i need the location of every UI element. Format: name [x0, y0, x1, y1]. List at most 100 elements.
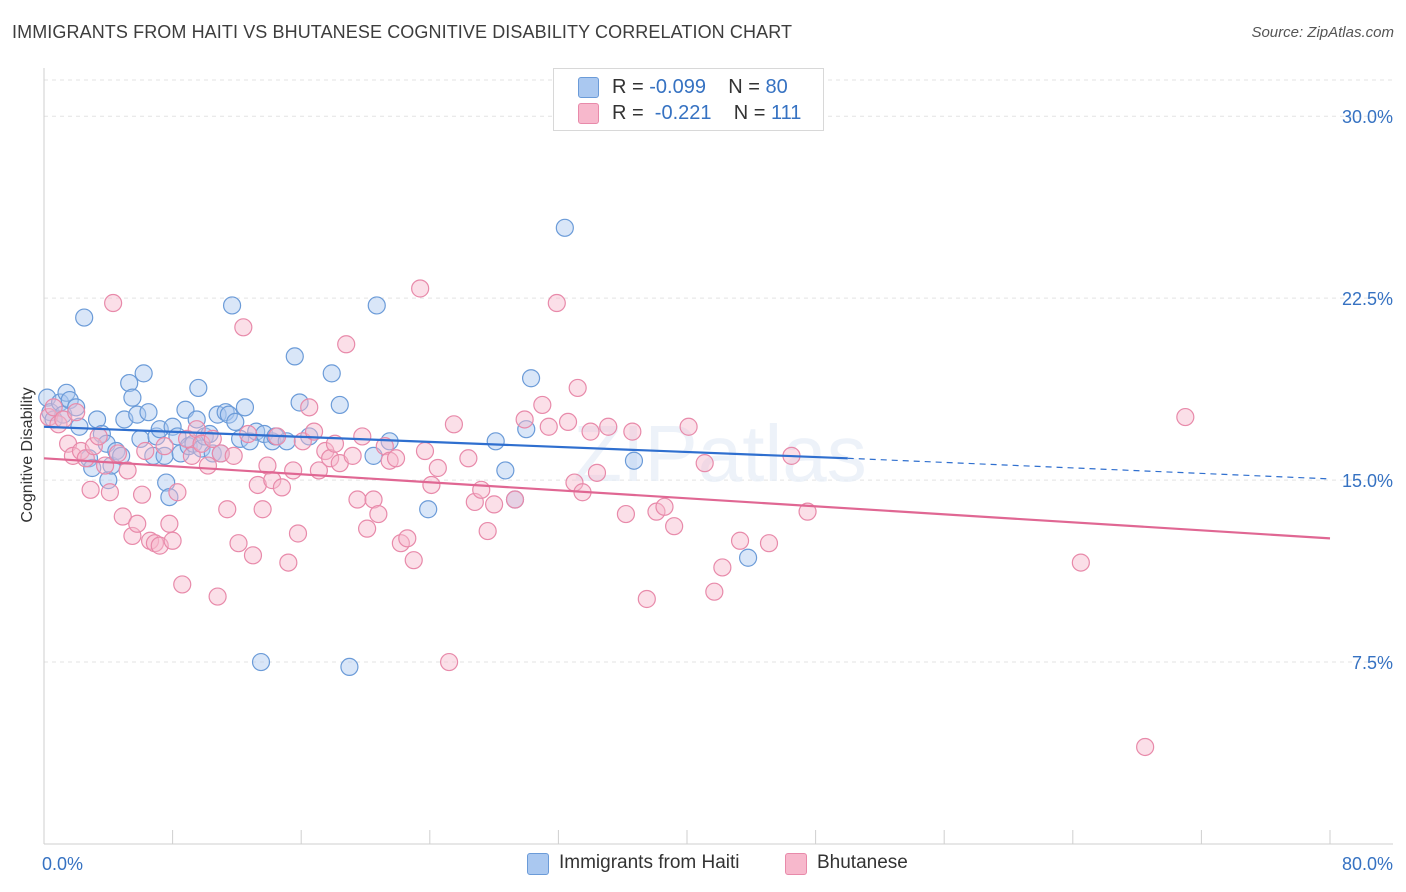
data-point-bhutanese [665, 517, 684, 536]
data-point-bhutanese [258, 456, 277, 475]
data-point-bhutanese [1136, 737, 1155, 757]
data-point-haiti [496, 461, 515, 480]
data-point-bhutanese [243, 546, 263, 565]
data-point-bhutanese [568, 378, 587, 398]
data-point-bhutanese [411, 279, 430, 298]
data-point-bhutanese [679, 417, 698, 436]
data-point-bhutanese [208, 587, 227, 606]
data-point-haiti [226, 412, 245, 431]
data-point-bhutanese [358, 519, 377, 538]
legend-r-label: R = [612, 76, 650, 98]
y-tick-label: 30.0% [1342, 107, 1393, 127]
legend-n-value: 80 [765, 76, 788, 98]
data-point-bhutanese [695, 454, 714, 473]
data-point-bhutanese [218, 500, 237, 519]
data-point-bhutanese [155, 437, 174, 456]
legend-n-label: N = [728, 76, 766, 98]
bhutanese-points [39, 279, 1195, 757]
data-point-bhutanese [140, 531, 160, 550]
legend-r-value: -0.221 [649, 102, 712, 124]
data-point-bhutanese [616, 504, 636, 524]
data-point-haiti [521, 369, 541, 388]
data-point-bhutanese [67, 403, 86, 422]
data-point-bhutanese [95, 456, 115, 475]
data-point-bhutanese [558, 412, 578, 431]
data-point-bhutanese [398, 529, 417, 548]
trend-line-haiti [43, 425, 848, 460]
trend-line-bhutanese [43, 457, 1331, 540]
data-point-bhutanese [132, 485, 152, 504]
data-point-bhutanese [198, 456, 218, 475]
data-point-bhutanese [104, 293, 123, 313]
legend-r-label: R = [612, 102, 650, 124]
trend-line-haiti-extension [847, 457, 1331, 480]
correlation-legend: R = -0.099 N = 80 R = -0.221 N = 111 [553, 68, 824, 131]
data-point-haiti [555, 218, 574, 237]
data-point-haiti [290, 393, 309, 412]
data-point-bhutanese [364, 490, 383, 509]
data-point-bhutanese [177, 429, 197, 448]
data-point-bhutanese [1176, 407, 1195, 427]
data-point-haiti [67, 398, 86, 417]
data-point-bhutanese [599, 417, 618, 436]
x-tick-label: 80.0% [1342, 854, 1393, 874]
data-point-haiti [139, 403, 158, 422]
data-point-bhutanese [415, 441, 435, 461]
data-point-haiti [367, 296, 386, 315]
data-point-bhutanese [81, 480, 100, 499]
data-point-bhutanese [428, 458, 447, 478]
data-point-haiti [134, 364, 153, 383]
legend-swatch-haiti [527, 853, 549, 875]
data-point-bhutanese [386, 449, 406, 468]
legend-swatch-haiti [578, 77, 599, 98]
data-point-haiti [486, 432, 505, 451]
data-point-bhutanese [39, 407, 58, 427]
data-point-bhutanese [375, 437, 394, 456]
data-point-bhutanese [459, 449, 478, 468]
data-point-bhutanese [353, 427, 372, 446]
data-point-bhutanese [485, 495, 504, 514]
data-point-haiti [419, 500, 438, 519]
data-point-bhutanese [478, 521, 497, 541]
y-tick-labels: 7.5% 15.0% 22.5% 30.0% [1342, 107, 1393, 673]
data-point-bhutanese [229, 534, 248, 553]
data-point-bhutanese [304, 422, 324, 441]
data-point-bhutanese [348, 490, 367, 509]
data-point-bhutanese [337, 335, 356, 354]
data-point-bhutanese [759, 534, 779, 553]
series-legend: Immigrants from Haiti Bhutanese [0, 851, 1406, 877]
data-point-haiti [222, 296, 242, 315]
x-tick-label: 0.0% [42, 854, 83, 874]
legend-n-label: N = [733, 102, 771, 124]
data-point-bhutanese [472, 480, 491, 499]
data-point-bhutanese [108, 444, 128, 463]
legend-label-bhutanese: Bhutanese [817, 852, 908, 873]
data-point-bhutanese [705, 582, 724, 601]
data-point-haiti [120, 373, 139, 393]
data-point-bhutanese [444, 415, 464, 434]
data-point-haiti [251, 652, 271, 672]
y-tick-label: 15.0% [1342, 471, 1393, 491]
data-point-bhutanese [182, 446, 201, 465]
data-point-haiti [240, 432, 259, 451]
data-point-bhutanese [533, 395, 552, 415]
data-point-bhutanese [100, 483, 120, 502]
data-point-bhutanese [118, 461, 137, 480]
data-point-bhutanese [422, 475, 441, 495]
data-point-bhutanese [288, 524, 308, 543]
data-point-bhutanese [505, 490, 525, 509]
data-point-haiti [235, 398, 255, 417]
trend-lines [43, 425, 1331, 540]
data-point-bhutanese [655, 497, 674, 516]
data-point-bhutanese [343, 446, 362, 465]
data-point-bhutanese [163, 531, 182, 550]
chart-title: IMMIGRANTS FROM HAITI VS BHUTANESE COGNI… [12, 22, 793, 42]
source-label: Source: ZipAtlas.com [1251, 24, 1394, 41]
data-point-bhutanese [547, 293, 566, 313]
data-point-haiti [219, 405, 238, 424]
data-point-haiti [285, 347, 304, 366]
data-point-bhutanese [173, 575, 192, 594]
data-point-bhutanese [730, 531, 750, 550]
data-point-bhutanese [515, 410, 534, 429]
data-point-bhutanese [439, 652, 459, 672]
